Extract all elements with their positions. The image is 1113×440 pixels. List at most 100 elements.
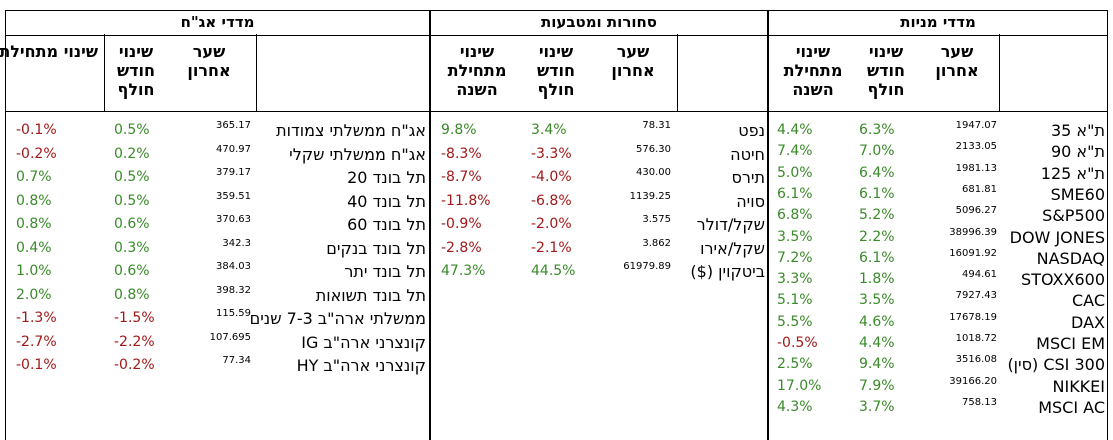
ytd-change: 7.4%: [777, 143, 813, 160]
ytd-change: 0.4%: [16, 239, 52, 256]
commodities-section-title: סחורות ומטבעות: [431, 10, 767, 36]
last-price: 398.32: [216, 284, 251, 296]
instrument-name: אג"ח ממשלתי צמודות: [276, 121, 426, 140]
equities-last-header: שער אחרון: [935, 42, 979, 80]
instrument-name: סויה: [736, 191, 765, 211]
commodities-header-divider: [677, 34, 678, 112]
last-price: 2133.05: [955, 141, 997, 153]
table-row: 0.7% 0.5% 379.17 תל בונד 20: [6, 166, 429, 189]
table-row: 6.1% 6.1% 681.81 SME60: [769, 183, 1107, 206]
table-row: 2.0% 0.8% 398.32 תל בונד תשואות: [6, 284, 429, 307]
ytd-change: 3.3%: [777, 271, 813, 288]
ytd-change: -0.9%: [441, 216, 482, 232]
table-row: 0.4% 0.3% 342.3 תל בונד בנקים: [6, 237, 429, 260]
table-row: -11.8% -6.8% 1139.25 סויה: [431, 190, 767, 213]
ytd-change: 2.5%: [777, 356, 813, 373]
month-change: 2.2%: [859, 228, 895, 245]
month-change: -2.0%: [531, 216, 572, 232]
ytd-change: -2.8%: [441, 239, 482, 256]
ytd-change: 5.0%: [777, 164, 813, 181]
last-price: 61979.89: [623, 261, 671, 272]
month-change: 3.4%: [531, 122, 567, 138]
month-change: 6.1%: [859, 185, 895, 202]
equities-ytd-header: שינוי מתחילת השנה: [783, 42, 843, 99]
ytd-change: 3.5%: [777, 228, 813, 245]
ytd-change: -2.7%: [16, 333, 57, 350]
month-change: 7.0%: [859, 143, 895, 160]
month-change: 3.5%: [859, 292, 895, 309]
last-price: 38996.39: [949, 226, 997, 238]
table-row: 6.8% 5.2% 5096.27 S&P500: [769, 204, 1107, 227]
instrument-name: DAX: [1071, 312, 1105, 332]
commodities-ytd-header: שינוי מתחילת השנה: [447, 42, 507, 99]
instrument-name: SME60: [1050, 184, 1105, 204]
last-price: 430.00: [636, 167, 671, 178]
equities-section-title: מדדי מניות: [769, 10, 1107, 36]
bonds-header-divider-2: [256, 34, 257, 112]
instrument-name: חיטה: [730, 144, 765, 164]
last-price: 365.17: [216, 120, 251, 131]
month-change: -1.5%: [114, 310, 155, 326]
month-change: 6.3%: [859, 122, 895, 138]
ytd-change: -0.1%: [16, 122, 57, 138]
last-price: 7927.43: [955, 290, 997, 302]
month-change: 1.8%: [859, 271, 895, 288]
table-row: -0.9% -2.0% 3.575 שקל/דולר: [431, 213, 767, 236]
ytd-change: -0.1%: [16, 357, 57, 373]
instrument-name: תל בונד 20: [347, 168, 426, 187]
month-change: 44.5%: [531, 263, 576, 279]
month-change: 7.9%: [859, 377, 895, 394]
instrument-name: תל בונד 60: [347, 215, 426, 234]
table-row: -8.7% -4.0% 430.00 תירס: [431, 166, 767, 189]
last-price: 359.51: [216, 190, 251, 202]
last-price: 681.81: [962, 183, 997, 195]
table-row: 0.8% 0.6% 370.63 תל בונד 60: [6, 213, 429, 236]
table-row: 3.3% 1.8% 494.61 STOXX600: [769, 268, 1107, 291]
ytd-change: -0.5%: [777, 335, 818, 351]
table-row: 7.4% 7.0% 2133.05 ת"א 90: [769, 140, 1107, 163]
month-change: -2.2%: [114, 333, 155, 350]
last-price: 576.30: [636, 143, 671, 155]
month-change: 0.8%: [114, 286, 150, 303]
month-change: 0.5%: [114, 192, 150, 209]
instrument-name: תל בונד 40: [347, 191, 426, 211]
ytd-change: 17.0%: [777, 377, 822, 394]
ytd-change: -11.8%: [441, 192, 491, 209]
last-price: 379.17: [216, 167, 251, 178]
month-change: 4.4%: [859, 335, 895, 351]
last-price: 78.31: [642, 120, 671, 131]
last-price: 16091.92: [949, 247, 997, 259]
ytd-change: -8.3%: [441, 145, 482, 162]
table-row: 7.2% 6.1% 16091.92 NASDAQ: [769, 247, 1107, 270]
bonds-month-header: שינוי חודש חולף: [116, 42, 156, 99]
table-row: 2.5% 9.4% 3516.08 CSI 300 (סין): [769, 353, 1107, 376]
month-change: 6.1%: [859, 249, 895, 266]
month-change: -2.1%: [531, 239, 572, 256]
instrument-name: ת"א 90: [1050, 142, 1105, 162]
table-row: 1.0% 0.6% 384.03 תל בונד יתר: [6, 260, 429, 283]
instrument-name: NASDAQ: [1036, 248, 1105, 268]
table-row: 5.0% 6.4% 1981.13 ת"א 125: [769, 162, 1107, 185]
month-change: 9.4%: [859, 356, 895, 373]
table-row: -0.1% 0.5% 365.17 אג"ח ממשלתי צמודות: [6, 119, 429, 142]
month-change: 4.6%: [859, 313, 895, 330]
equities-month-header: שינוי חודש חולף: [866, 42, 906, 99]
table-row: 5.1% 3.5% 7927.43 CAC: [769, 289, 1107, 312]
instrument-name: ת"א 35: [1050, 121, 1105, 140]
instrument-name: MSCI EM: [1036, 334, 1105, 353]
last-price: 1139.25: [629, 190, 671, 202]
last-price: 1947.07: [955, 120, 997, 131]
ytd-change: 9.8%: [441, 122, 477, 138]
bonds-section-title: מדדי אג"ח: [6, 10, 429, 36]
table-row: -1.3% -1.5% 115.59 ממשלתי ארה"ב 7-3 שנים: [6, 307, 429, 330]
last-price: 115.59: [216, 308, 251, 319]
table-row: -0.2% 0.2% 470.97 אג"ח ממשלתי שקלי: [6, 143, 429, 166]
instrument-name: STOXX600: [1021, 270, 1105, 290]
last-price: 5096.27: [955, 205, 997, 217]
last-price: 39166.20: [949, 375, 997, 387]
bonds-ytd-header: שינוי מתחילת השנה: [0, 42, 98, 61]
instrument-name: CAC: [1071, 291, 1105, 311]
ytd-change: -1.3%: [16, 310, 57, 326]
table-row: 47.3% 44.5% 61979.89 ביטקוין ($): [431, 260, 767, 283]
ytd-change: 6.1%: [777, 185, 813, 202]
